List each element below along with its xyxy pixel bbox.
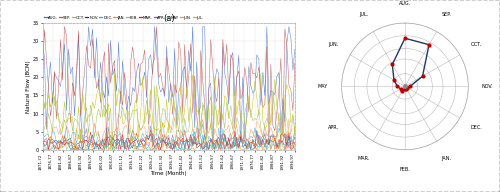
Point [390,79,398,82]
Point [406,85,414,88]
Point [418,75,426,78]
Point [401,37,409,40]
Point [398,89,406,92]
Y-axis label: Natural Flow (BCM): Natural Flow (BCM) [26,60,32,113]
Point [402,87,410,90]
Point [394,85,402,88]
Point [388,63,396,66]
X-axis label: Time (Month): Time (Month) [150,171,187,176]
Point [401,85,409,88]
Point [396,87,404,90]
Legend: AUG., SEP., OCT., NOV., DEC., JAN., FEB., MAR., APR., MAY, JUN., JUL.: AUG., SEP., OCT., NOV., DEC., JAN., FEB.… [44,16,204,20]
Point [425,43,433,46]
Point [403,86,411,89]
Title: (a): (a) [163,14,174,23]
Point [401,87,409,90]
